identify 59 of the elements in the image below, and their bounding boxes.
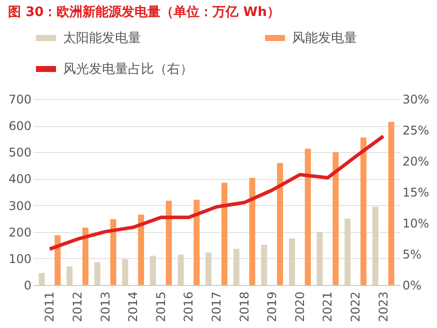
y2-tick-label: 0% bbox=[402, 278, 422, 292]
y2-tick-label: 10% bbox=[402, 216, 430, 230]
y-tick-label: 400 bbox=[8, 172, 32, 186]
y-tick-label: 200 bbox=[8, 225, 32, 240]
bar bbox=[54, 235, 61, 285]
bar bbox=[110, 219, 116, 285]
bar bbox=[344, 218, 351, 285]
bar bbox=[388, 122, 394, 285]
legend-label: 风能发电量 bbox=[292, 31, 357, 46]
x-tick-label: 2016 bbox=[182, 292, 196, 322]
bar bbox=[249, 178, 256, 285]
x-tick-label: 2013 bbox=[98, 292, 112, 322]
bar bbox=[138, 214, 144, 285]
bar bbox=[332, 152, 339, 285]
y-tick-label: 300 bbox=[8, 198, 32, 213]
y-tick-label: 0 bbox=[24, 278, 32, 292]
x-tick-label: 2019 bbox=[265, 292, 280, 322]
y2-tick-label: 30% bbox=[402, 92, 430, 106]
legend-label: 风光发电量占比（右） bbox=[63, 62, 193, 77]
bar bbox=[206, 252, 212, 285]
bar bbox=[178, 254, 184, 285]
x-tick-label: 2012 bbox=[70, 292, 84, 322]
y2-tick-label: 15% bbox=[402, 186, 430, 200]
y-tick-label: 100 bbox=[8, 252, 32, 266]
y-tick-label: 600 bbox=[8, 119, 32, 134]
bar bbox=[372, 206, 378, 285]
y-tick-label: 700 bbox=[8, 92, 32, 106]
x-tick-label: 2017 bbox=[210, 292, 224, 322]
line-series bbox=[48, 134, 386, 251]
x-tick-label: 2011 bbox=[42, 292, 57, 322]
x-tick-label: 2018 bbox=[237, 292, 252, 322]
bar bbox=[221, 182, 228, 285]
bar bbox=[82, 228, 88, 285]
x-tick-label: 2022 bbox=[348, 292, 363, 322]
x-tick-label: 2023 bbox=[376, 292, 390, 322]
bar bbox=[150, 256, 156, 285]
y-tick-label: 500 bbox=[8, 146, 32, 160]
x-tick-label: 2021 bbox=[320, 292, 335, 322]
bar bbox=[38, 273, 45, 285]
bar bbox=[166, 200, 172, 285]
bar bbox=[261, 244, 268, 285]
chart-title: 图 30：欧洲新能源发电量（单位：万亿 Wh） bbox=[8, 4, 280, 20]
bar bbox=[94, 262, 100, 285]
y2-tick-label: 5% bbox=[402, 248, 422, 262]
bar bbox=[194, 200, 200, 285]
bar bbox=[122, 259, 128, 285]
bar bbox=[66, 266, 73, 285]
y2-tick-label: 25% bbox=[402, 124, 430, 138]
bar bbox=[316, 232, 323, 285]
bar bbox=[360, 138, 366, 285]
bar bbox=[233, 248, 240, 285]
y2-tick-label: 20% bbox=[402, 154, 430, 168]
x-tick-label: 2014 bbox=[126, 292, 140, 322]
legend-label: 太阳能发电量 bbox=[63, 31, 141, 46]
x-tick-label: 2015 bbox=[154, 292, 168, 322]
bar bbox=[277, 163, 284, 285]
bar bbox=[288, 238, 295, 285]
x-tick-label: 2020 bbox=[292, 292, 307, 322]
bar bbox=[304, 148, 311, 285]
